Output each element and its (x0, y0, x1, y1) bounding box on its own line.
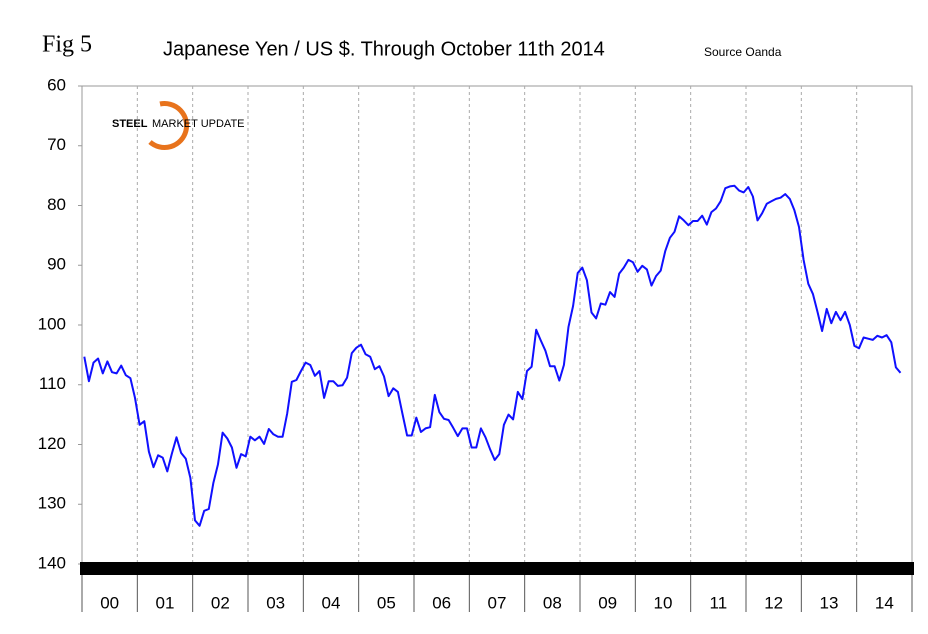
x-tick-label: 01 (156, 593, 175, 612)
x-tick-label: 06 (432, 593, 451, 612)
logo-text: MARKET UPDATE (152, 118, 245, 130)
x-tick-label: 02 (211, 593, 230, 612)
chart-title: Japanese Yen / US $. Through October 11t… (163, 38, 605, 60)
y-tick-label: 120 (38, 434, 66, 453)
logo-text: STEEL (112, 118, 148, 130)
logo: STEEL MARKET UPDATE (112, 101, 245, 151)
y-tick-label: 80 (47, 195, 66, 214)
x-tick-label: 07 (488, 593, 507, 612)
x-tick-label: 10 (654, 593, 673, 612)
source: Source Oanda (704, 45, 782, 59)
y-tick-label: 110 (39, 374, 66, 393)
x-tick-label: 12 (764, 593, 783, 612)
x-axis-bar (80, 562, 914, 575)
x-tick-label: 05 (377, 593, 396, 612)
logo-swoosh (148, 101, 190, 151)
x-tick-label: 13 (820, 593, 839, 612)
y-tick-label: 140 (38, 553, 66, 572)
fig-label: Fig 5 (42, 32, 92, 58)
y-tick-label: 60 (47, 75, 66, 94)
x-tick-label: 14 (875, 593, 894, 612)
x-tick-label: 09 (598, 593, 617, 612)
x-tick-label: 04 (322, 593, 341, 612)
y-tick-label: 130 (38, 494, 66, 513)
y-tick-label: 100 (38, 314, 66, 333)
x-tick-label: 11 (710, 593, 728, 612)
x-tick-label: 00 (100, 593, 119, 612)
line (83, 184, 902, 527)
plot-frame (81, 85, 913, 565)
x-tick-label: 03 (266, 593, 285, 612)
x-tick-label: 08 (543, 593, 562, 612)
y-tick-label: 90 (47, 255, 66, 274)
y-tick-label: 70 (47, 135, 66, 154)
